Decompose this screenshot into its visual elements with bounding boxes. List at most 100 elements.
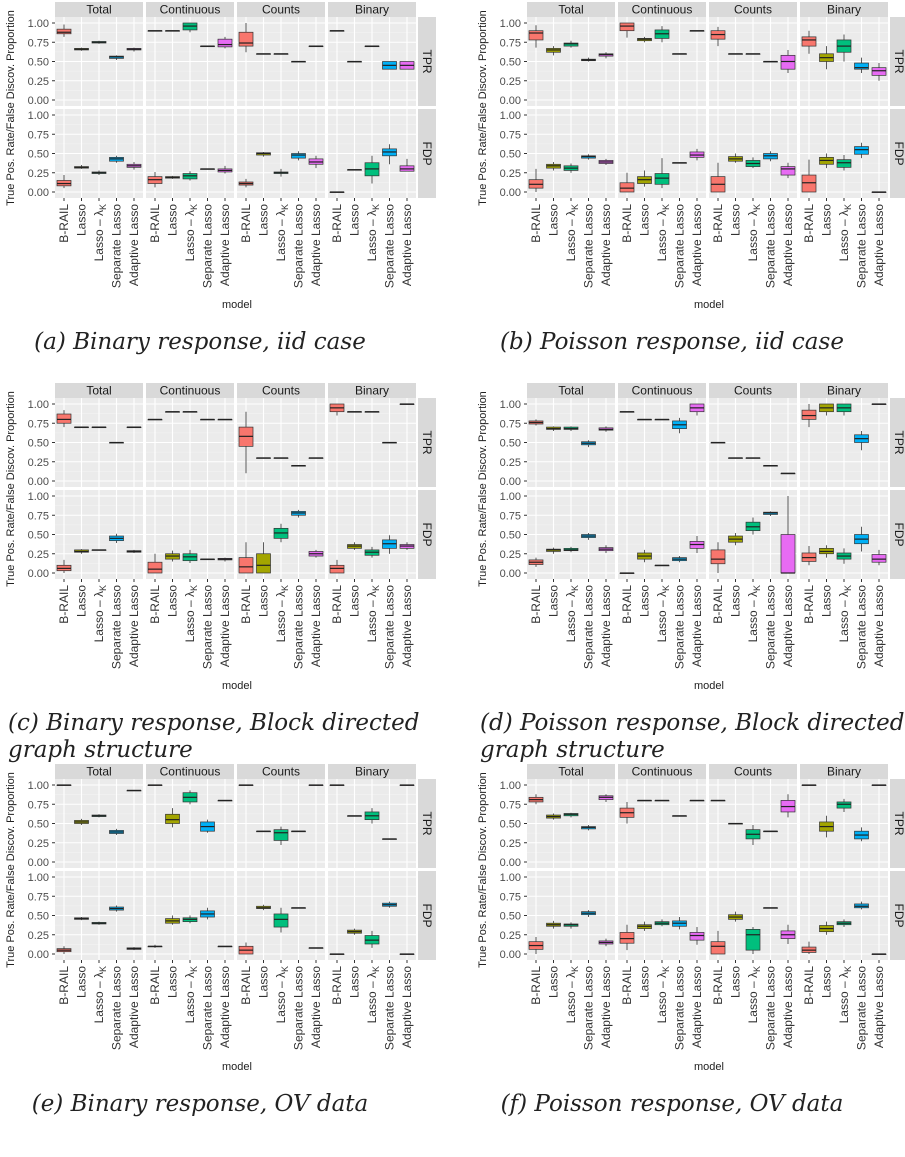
y-tick-label: 0.50 (28, 438, 49, 450)
y-tick-label: 1.00 (500, 872, 521, 884)
x-tick-label: Lasso – λK (92, 204, 108, 261)
x-tick-label: Lasso – λK (837, 966, 853, 1023)
y-tick-label: 0.00 (28, 857, 49, 869)
x-tick-label: Adaptive Lasso (218, 966, 232, 1048)
x-tick-label: Lasso (729, 204, 743, 236)
x-tick-label: Adaptive Lasso (400, 204, 414, 286)
y-tick-label: 0.25 (500, 168, 521, 180)
x-tick-label: B-RAIL (802, 204, 816, 243)
caption: graph structure (480, 737, 665, 763)
row-strip-tpr (890, 17, 905, 106)
x-tick-label: Lasso – λK (365, 585, 381, 642)
row-strip-label: FDP (892, 904, 905, 928)
row-strip-fdp (890, 109, 905, 198)
strip-continuous (146, 383, 234, 398)
x-tick-label: Separate Lasso (201, 966, 215, 1050)
x-tick-label: B-RAIL (802, 966, 816, 1005)
x-tick-label: Adaptive Lasso (872, 966, 886, 1048)
box (291, 153, 306, 159)
y-tick-label: 0.00 (28, 187, 49, 199)
strip-total (55, 764, 143, 779)
x-tick-label: Adaptive Lasso (872, 204, 886, 286)
chart-a: True Pos. Rate/False Discov. Proportion T… (5, 2, 436, 355)
row-strip-label: FDP (420, 142, 434, 166)
x-tick-label: B-RAIL (529, 585, 543, 624)
row-strip-label: TPR (420, 50, 434, 74)
y-tick-label: 0.25 (28, 930, 49, 942)
y-tick-label: 0.75 (28, 37, 49, 49)
x-tick-label: Adaptive Lasso (690, 204, 704, 286)
y-tick-label: 0.50 (500, 438, 521, 450)
y-tick-label: 0.75 (28, 891, 49, 903)
strip-label: Total (558, 384, 583, 398)
strip-continuous (146, 764, 234, 779)
chart-c: True Pos. Rate/False Discov. Proportion T… (5, 383, 436, 763)
y-tick-label: 0.00 (28, 95, 49, 107)
x-tick-label: Lasso (729, 585, 743, 617)
y-tick-label: 0.25 (28, 168, 49, 180)
x-axis-title: model (222, 299, 252, 311)
y-tick-label: 0.25 (500, 76, 521, 88)
strip-label: Binary (355, 384, 389, 398)
strip-counts (709, 383, 797, 398)
box (801, 409, 817, 420)
x-tick-label: B-RAIL (148, 966, 162, 1005)
x-tick-label: B-RAIL (148, 204, 162, 243)
strip-label: Total (86, 765, 111, 779)
y-tick-label: 0.00 (28, 949, 49, 961)
x-tick-label: Lasso (638, 204, 652, 236)
y-axis-title: True Pos. Rate/False Discov. Proportion (477, 391, 489, 587)
strip-label: Continuous (160, 3, 221, 17)
box (745, 929, 761, 951)
x-tick-label: Separate Lasso (110, 585, 124, 669)
row-strip-tpr (418, 779, 436, 868)
chart-b: True Pos. Rate/False Discov. Proportion T… (477, 2, 905, 355)
row-strip-label: FDP (420, 523, 434, 547)
y-tick-label: 1.00 (500, 18, 521, 30)
y-tick-label: 0.25 (28, 457, 49, 469)
strip-label: Continuous (632, 384, 693, 398)
row-strip-fdp (418, 490, 436, 579)
x-tick-label: Lasso – λK (92, 966, 108, 1023)
box (619, 22, 635, 32)
x-tick-label: B-RAIL (620, 204, 634, 243)
caption: (d) Poisson response, Block directed (480, 710, 905, 736)
box (710, 941, 726, 955)
x-tick-label: Separate Lasso (292, 966, 306, 1050)
box (780, 166, 796, 176)
y-tick-label: 0.75 (28, 799, 49, 811)
y-tick-label: 0.00 (500, 187, 521, 199)
x-tick-label: Adaptive Lasso (309, 585, 323, 667)
x-tick-label: Adaptive Lasso (781, 966, 795, 1048)
y-tick-label: 0.75 (500, 37, 521, 49)
y-tick-label: 1.00 (500, 491, 521, 503)
x-tick-label: Lasso (729, 966, 743, 998)
y-tick-label: 0.75 (28, 418, 49, 430)
y-tick-label: 0.00 (500, 95, 521, 107)
box (528, 30, 544, 41)
caption: (c) Binary response, Block directed (8, 710, 419, 736)
y-tick-label: 0.25 (500, 930, 521, 942)
x-tick-label: Lasso (348, 966, 362, 998)
x-tick-label: Adaptive Lasso (127, 585, 141, 667)
strip-label: Continuous (632, 765, 693, 779)
strip-label: Binary (827, 765, 861, 779)
strip-label: Counts (262, 3, 300, 17)
chart-e: True Pos. Rate/False Discov. Proportion T… (5, 764, 436, 1117)
x-tick-label: Adaptive Lasso (400, 966, 414, 1048)
x-tick-label: Lasso (166, 204, 180, 236)
strip-label: Binary (355, 765, 389, 779)
strip-label: Counts (734, 3, 772, 17)
y-tick-label: 1.00 (500, 780, 521, 792)
strip-total (527, 383, 615, 398)
x-tick-label: Lasso (257, 966, 271, 998)
x-tick-label: Lasso – λK (564, 585, 580, 642)
strip-label: Continuous (160, 384, 221, 398)
x-tick-label: Lasso (75, 585, 89, 617)
x-axis-title: model (222, 680, 252, 692)
x-tick-label: Separate Lasso (582, 585, 596, 669)
y-tick-label: 1.00 (28, 399, 49, 411)
row-strip-tpr (890, 779, 905, 868)
strip-label: Counts (262, 765, 300, 779)
y-tick-label: 0.50 (500, 911, 521, 923)
